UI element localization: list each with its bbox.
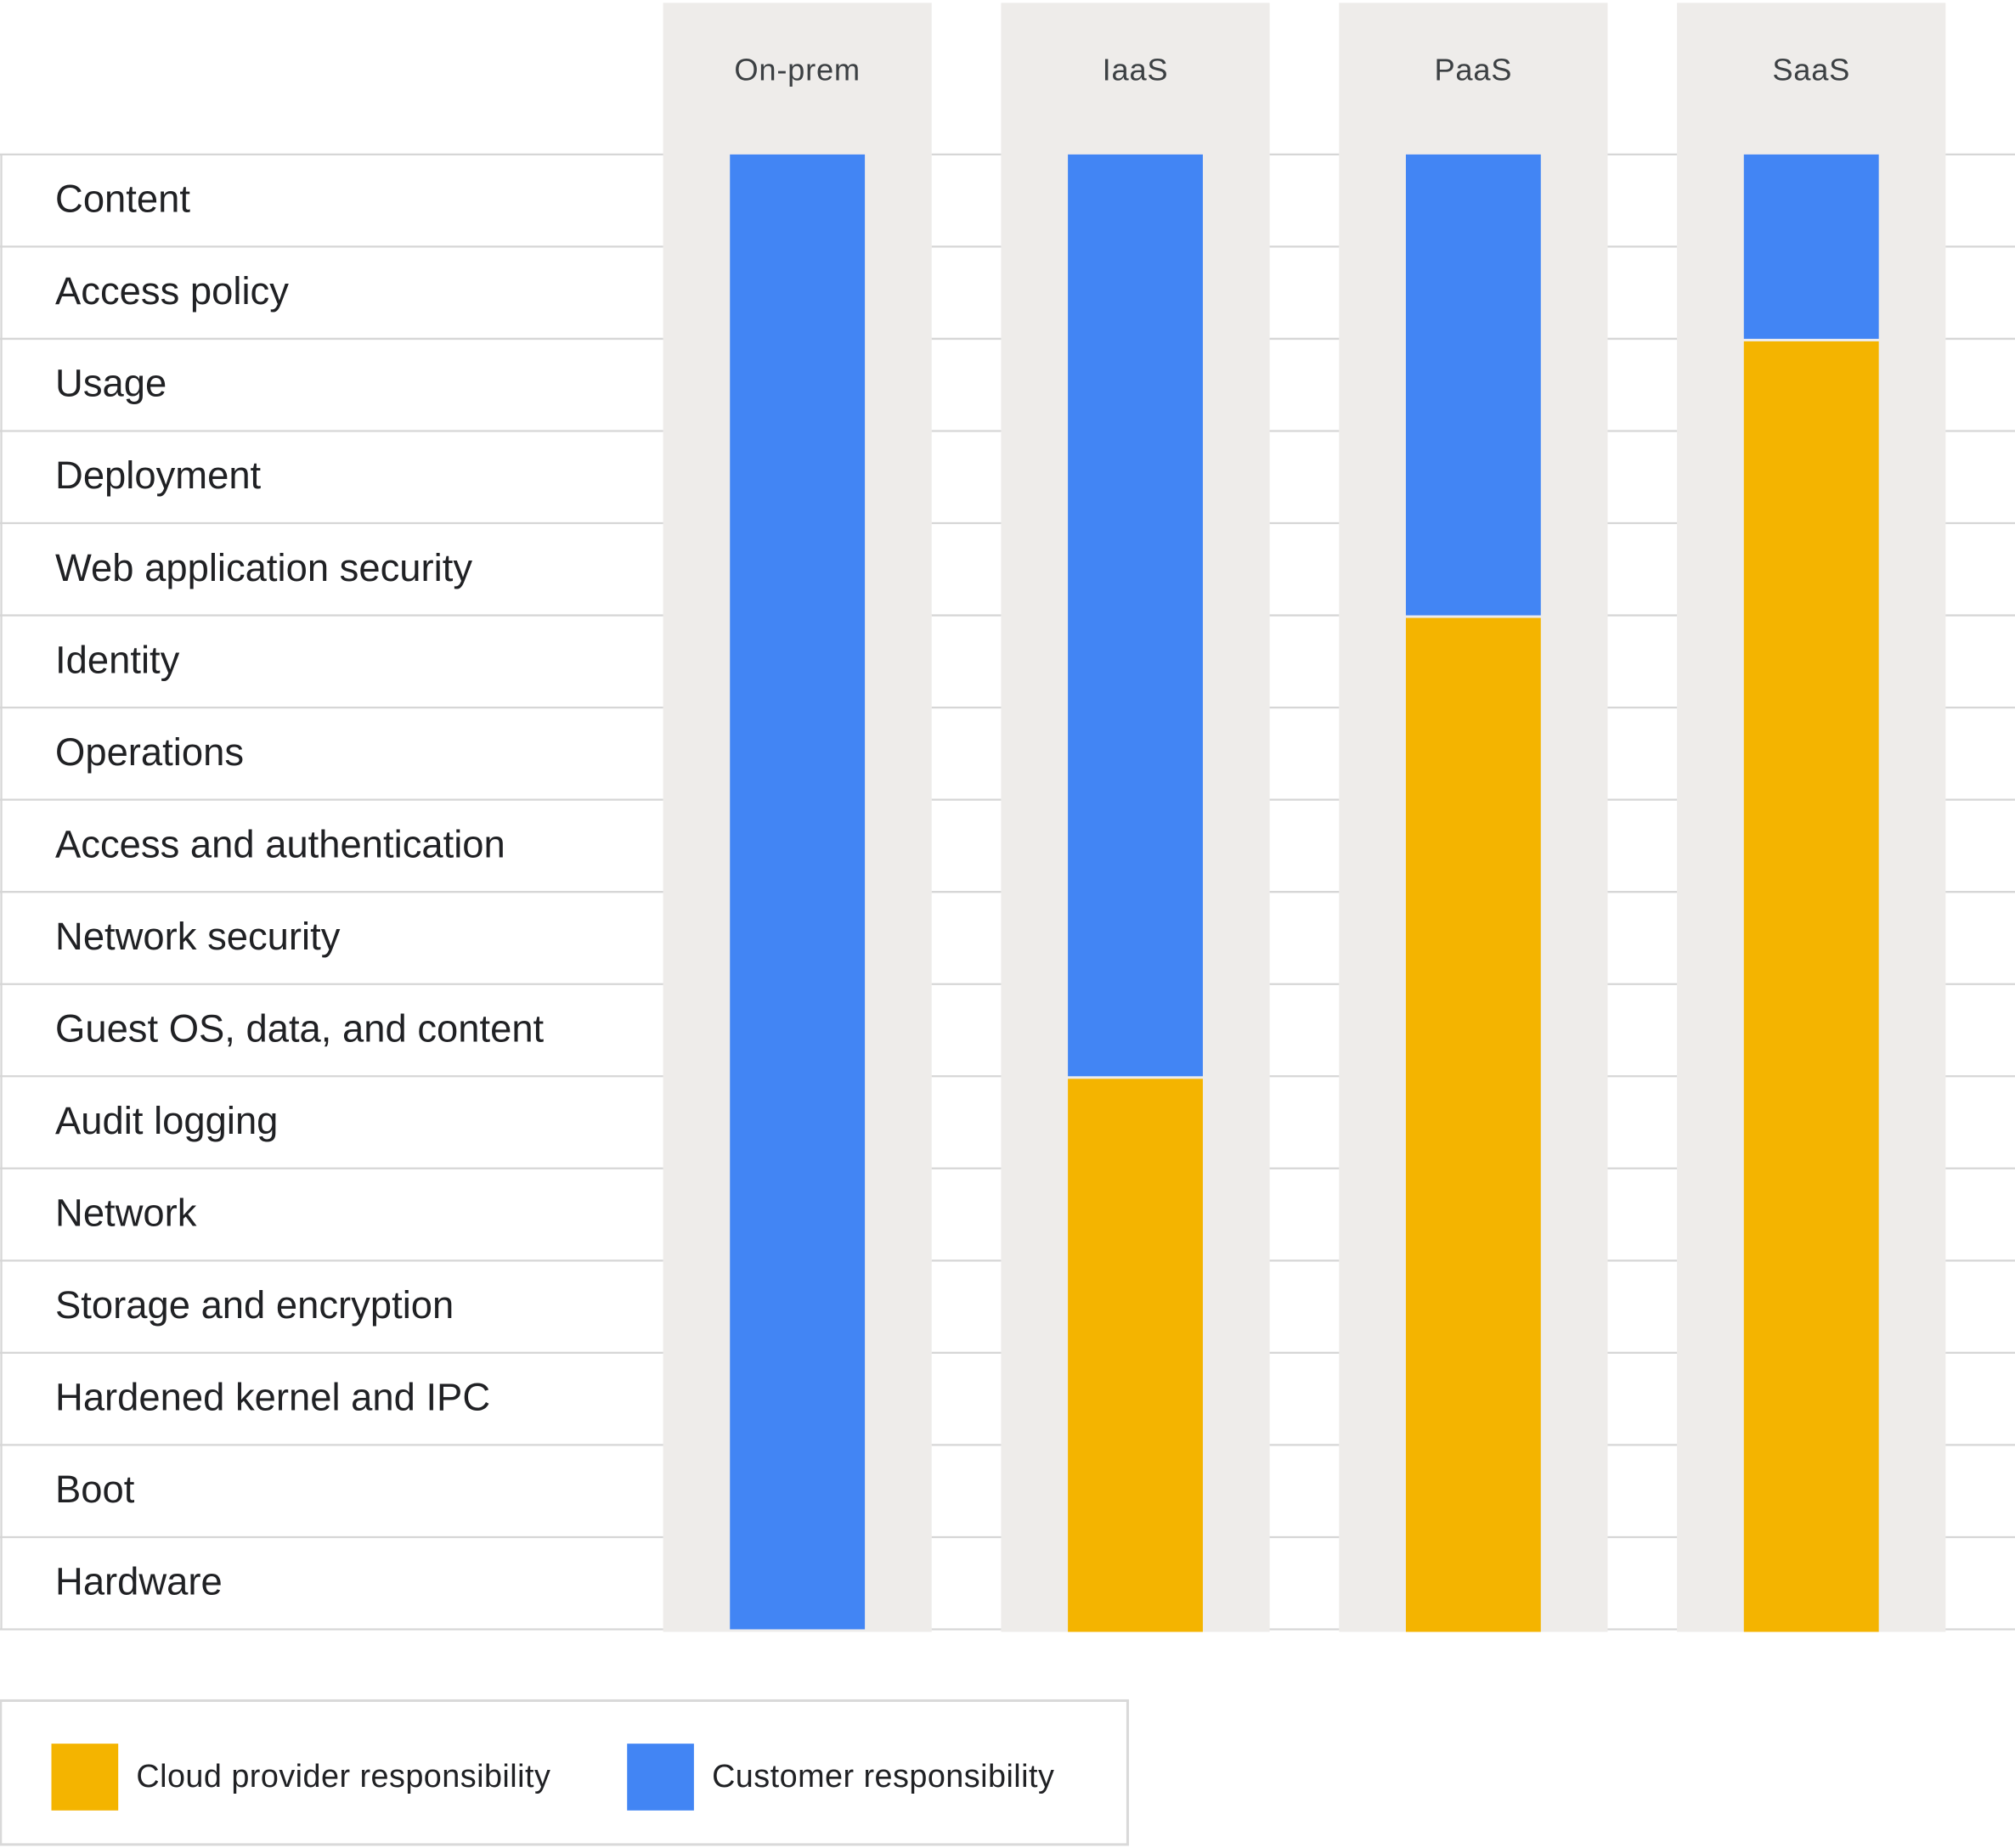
row-label: Operations: [55, 730, 244, 774]
legend-label: Customer responsibility: [712, 1759, 1054, 1794]
row-label: Hardened kernel and IPC: [55, 1376, 490, 1419]
provider-segment: [1405, 617, 1541, 1632]
row-label: Network security: [55, 915, 341, 958]
column-header: IaaS: [1103, 53, 1169, 87]
row-label: Guest OS, data, and content: [55, 1006, 545, 1050]
row-label: Content: [55, 177, 190, 221]
row-label: Web application security: [55, 546, 472, 589]
legend-box: [0, 1699, 1129, 1846]
row-label: Hardware: [55, 1560, 223, 1603]
customer-segment: [1068, 154, 1203, 1077]
row-label: Access policy: [55, 269, 289, 313]
legend-swatch: [51, 1744, 119, 1811]
row-label: Network: [55, 1192, 197, 1235]
column-header: On-prem: [734, 53, 861, 87]
customer-segment: [1405, 154, 1541, 616]
customer-segment: [730, 154, 866, 1630]
row-label: Usage: [55, 362, 167, 405]
row-label: Boot: [55, 1468, 135, 1511]
legend-swatch: [627, 1744, 694, 1811]
column-header: SaaS: [1772, 53, 1850, 87]
row-label: Access and authentication: [55, 822, 505, 865]
row-label: Deployment: [55, 454, 262, 497]
provider-segment: [1743, 341, 1879, 1632]
row-label: Audit logging: [55, 1099, 278, 1142]
customer-segment: [1743, 154, 1879, 339]
column-header: PaaS: [1434, 53, 1512, 87]
legend-label: Cloud provider responsibility: [136, 1759, 550, 1794]
row-label: Storage and encryption: [55, 1283, 454, 1327]
row-label: Identity: [55, 638, 180, 681]
provider-segment: [1068, 1079, 1203, 1632]
